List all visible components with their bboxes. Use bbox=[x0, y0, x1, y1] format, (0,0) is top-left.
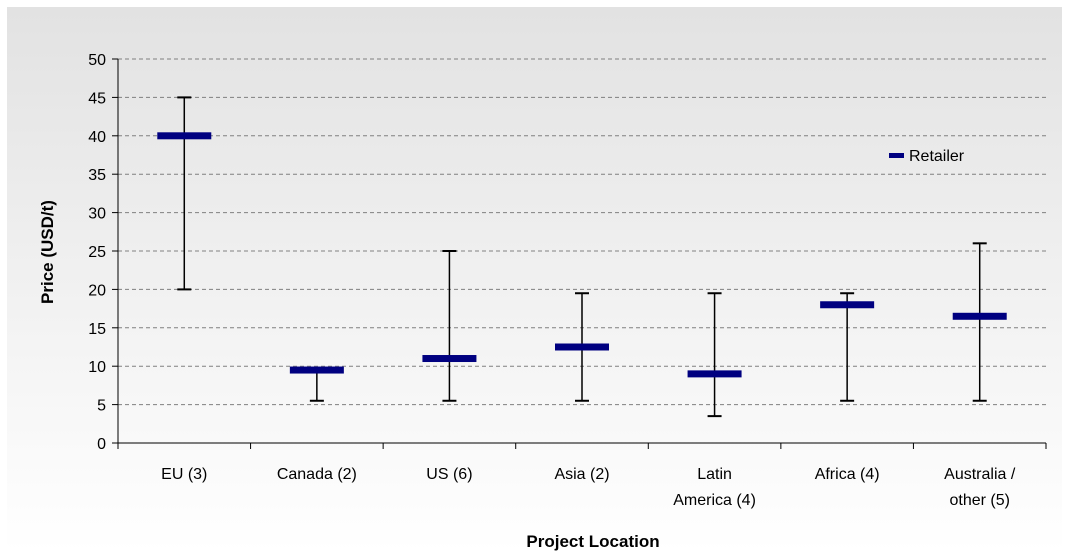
x-axis-title: Project Location bbox=[526, 532, 659, 551]
y-tick-label: 15 bbox=[88, 321, 106, 338]
retailer-marker bbox=[289, 366, 344, 374]
y-tick-label: 10 bbox=[88, 359, 106, 376]
x-tick-label: US (6) bbox=[426, 466, 472, 483]
retailer-marker bbox=[555, 343, 609, 351]
y-tick-label: 5 bbox=[97, 398, 106, 415]
y-tick-label: 25 bbox=[88, 244, 106, 261]
retailer-marker bbox=[422, 355, 477, 363]
x-tick-label: other (5) bbox=[949, 492, 1009, 509]
x-tick-label: Latin bbox=[697, 466, 732, 483]
legend-marker bbox=[889, 153, 904, 158]
x-tick-label: EU (3) bbox=[161, 466, 207, 483]
axes bbox=[112, 58, 1047, 449]
y-tick-label: 45 bbox=[88, 90, 106, 107]
y-tick-label: 0 bbox=[97, 436, 106, 453]
x-tick-label: Canada (2) bbox=[277, 466, 357, 483]
x-tick-label: Africa (4) bbox=[815, 466, 880, 483]
x-tick-label: Australia / bbox=[944, 466, 1016, 483]
y-tick-label: 20 bbox=[88, 282, 106, 299]
legend-label: Retailer bbox=[909, 148, 965, 165]
legend: Retailer bbox=[889, 148, 965, 165]
retailer-marker bbox=[952, 312, 1007, 320]
x-tick-label: Asia (2) bbox=[554, 466, 609, 483]
y-tick-label: 40 bbox=[88, 129, 106, 146]
retailer-marker bbox=[157, 132, 212, 140]
retailer-marker bbox=[820, 301, 875, 309]
x-tick-label: America (4) bbox=[673, 492, 756, 509]
tick-labels: 0 5 10 15 20 25 30 35 40 45 50 EU (3) Canada (2) US (… bbox=[88, 52, 1016, 509]
y-tick-label: 30 bbox=[88, 206, 106, 223]
y-tick-label: 50 bbox=[88, 52, 106, 69]
y-tick-label: 35 bbox=[88, 167, 106, 184]
y-axis-title: Price (USD/t) bbox=[38, 200, 57, 304]
retailer-marker bbox=[687, 370, 742, 378]
data-series bbox=[157, 96, 1007, 418]
